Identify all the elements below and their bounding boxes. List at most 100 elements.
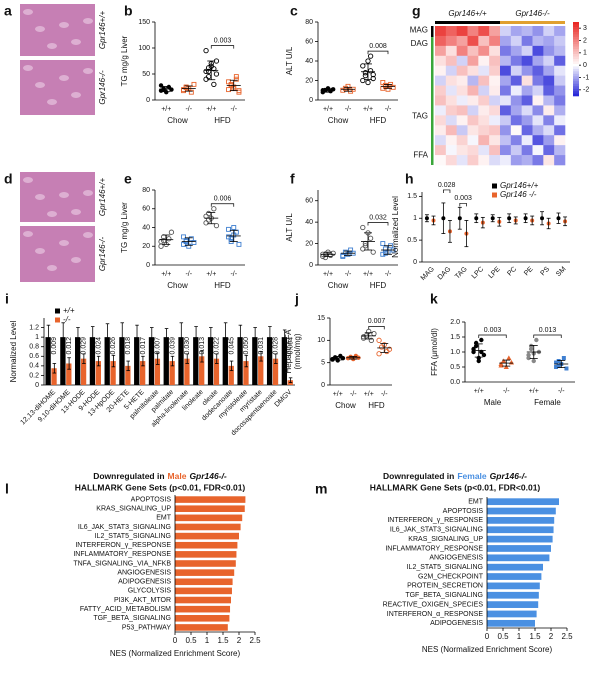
data-point [365, 79, 371, 86]
tissue-texture [47, 265, 57, 271]
title-part: Gpr146-/- [490, 471, 527, 481]
colorbar-cell [573, 24, 579, 28]
significance-bracket [478, 334, 507, 338]
data-point [380, 241, 386, 247]
x-tick-label: 1 [205, 636, 210, 645]
y-tick-label: 40 [305, 219, 313, 226]
colorbar-tick-label: -1 [583, 74, 589, 81]
heatmap-cell [521, 35, 533, 47]
colorbar-cell [573, 86, 579, 89]
p-value: 0.006 [214, 196, 232, 203]
bar [89, 337, 96, 385]
bar [175, 624, 228, 631]
heatmap-cell [521, 125, 533, 136]
heatmap-cell [489, 85, 501, 96]
p-value: 0.032 [369, 214, 387, 221]
legend-label: +/+ [63, 306, 75, 315]
heatmap-cell [478, 26, 490, 37]
p-value: 0.004 [287, 337, 294, 355]
heatmap-cell [435, 135, 447, 146]
heatmap-cell [489, 135, 501, 146]
data-point [471, 346, 476, 352]
tissue-texture [35, 26, 45, 32]
heatmap-cell [478, 45, 490, 57]
colorbar-cell [573, 41, 579, 45]
legend-swatch [492, 183, 497, 189]
heatmap-cell [554, 115, 566, 126]
x-tick-label: DMGV [274, 389, 294, 409]
category-label: FATTY_ACID_METABOLISM [80, 606, 171, 613]
bar [487, 591, 539, 599]
heatmap-cell [456, 115, 468, 126]
significance-bracket [367, 222, 389, 226]
y-axis-label: Hepatic FFA [284, 329, 293, 374]
row-group-label: FFA [413, 150, 428, 159]
row-group-label: TAG [412, 111, 428, 120]
heatmap-cell [532, 95, 544, 106]
x-tick-label: +/+ [333, 391, 343, 398]
data-point [380, 79, 386, 85]
data-point [473, 340, 479, 346]
heatmap-cell [467, 125, 479, 136]
heatmap-cell [510, 95, 522, 106]
tissue-texture [47, 211, 57, 217]
y-tick-label: 0.5 [450, 364, 460, 371]
column-group-bar [435, 21, 500, 24]
heatmap-cell [521, 135, 533, 146]
data-point [181, 234, 187, 240]
heatmap-cell [510, 75, 522, 86]
heatmap-cell [521, 145, 533, 156]
data-point [161, 87, 166, 92]
x-tick-label: +/+ [323, 271, 333, 278]
data-point [191, 240, 197, 245]
tissue-texture [59, 240, 69, 246]
heatmap-cell [445, 155, 457, 166]
tissue-texture [35, 194, 45, 200]
category-label: INTERFERON_γ_RESPONSE [387, 517, 483, 524]
bar [237, 337, 243, 385]
heatmap-cell [510, 115, 522, 126]
heatmap-cell [489, 55, 501, 67]
heatmap-cell [521, 26, 533, 37]
significance-bracket [368, 326, 385, 330]
data-point [213, 71, 220, 77]
significance-bracket [210, 203, 235, 207]
panel-letter: i [5, 291, 9, 307]
heatmap-cell [445, 75, 457, 86]
heatmap-cell [510, 105, 522, 116]
bar [175, 578, 233, 586]
heatmap-cell [500, 85, 512, 96]
y-axis-label: Normalized Level [9, 320, 18, 382]
y-tick-label: 1.5 [450, 334, 460, 341]
colorbar-cell [573, 56, 579, 60]
heatmap-cell [510, 35, 522, 47]
group-label: Chow [328, 281, 349, 290]
y-tick-label: 15 [317, 315, 325, 322]
x-tick-label: LPC [471, 266, 486, 281]
y-tick-label: 5 [321, 360, 325, 367]
y-tick-label: 80 [305, 19, 313, 26]
heatmap-cell [478, 85, 490, 96]
chart-title: Downregulated in Male Gpr146-/- [93, 471, 227, 481]
p-value: 0.030 [184, 337, 191, 355]
data-point [211, 206, 217, 212]
data-point [203, 47, 209, 54]
legend-label: Gpr146 -/- [500, 190, 537, 199]
heatmap-cell [554, 45, 566, 57]
x-tick-label: +/+ [206, 271, 216, 278]
tissue-texture [23, 65, 33, 71]
heatmap-cell [554, 105, 566, 116]
bar [178, 337, 184, 385]
data-point [556, 359, 561, 363]
category-label: KRAS_SIGNALING_UP [96, 506, 171, 513]
heatmap-cell [510, 85, 522, 96]
histology-image [20, 226, 95, 282]
heatmap-cell [478, 115, 490, 126]
category-label: INTERFERON_γ_RESPONSE [75, 542, 171, 549]
y-tick-label: 0.8 [29, 344, 39, 351]
colorbar-tick-label: 1 [583, 50, 587, 57]
x-tick-label: PS [539, 266, 551, 278]
data-point [365, 58, 371, 64]
significance-bracket [533, 334, 562, 338]
bar [175, 560, 236, 567]
